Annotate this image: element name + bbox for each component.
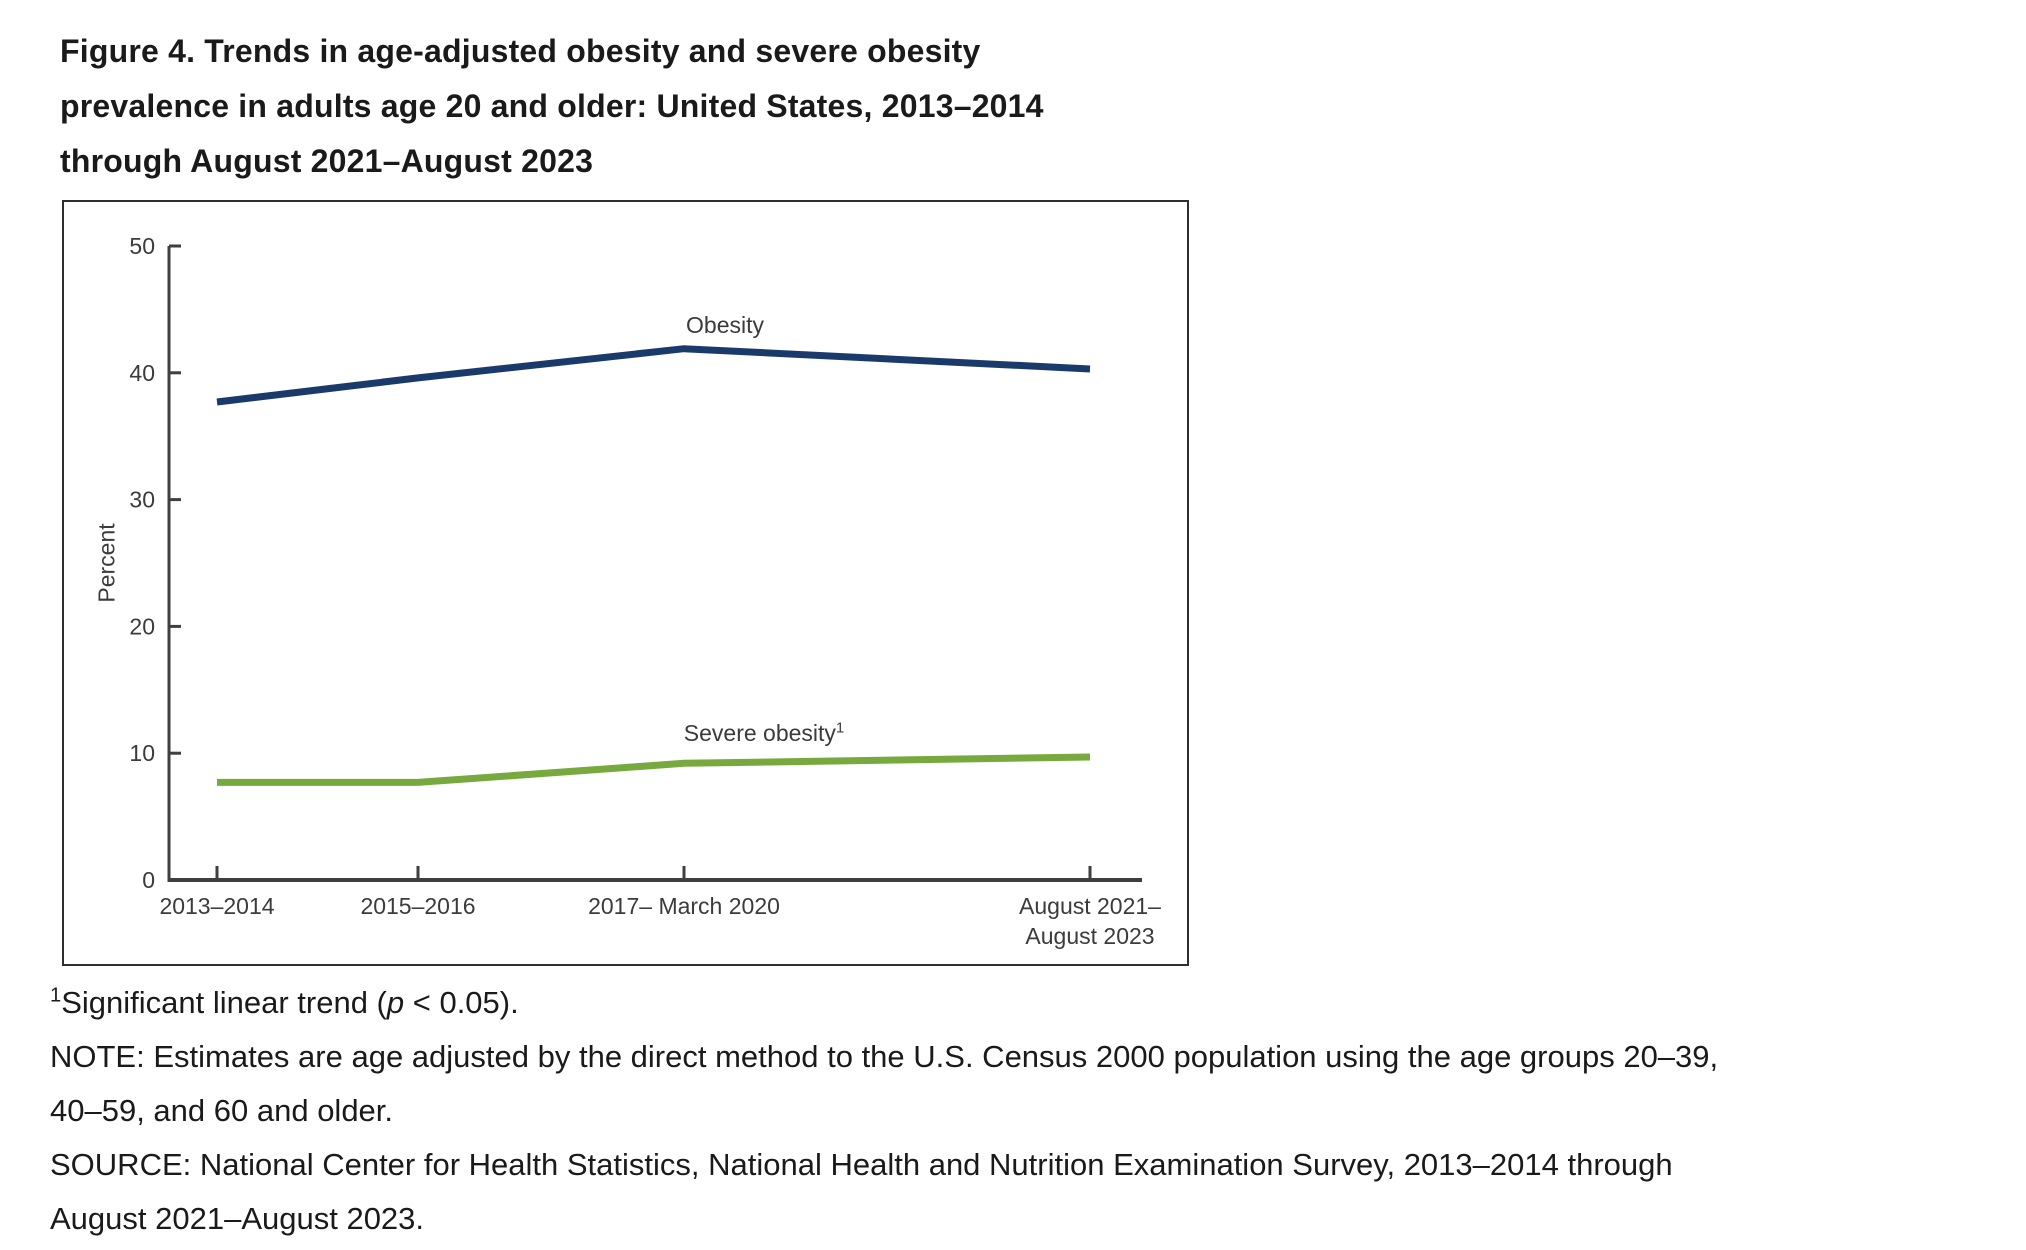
- y-tick-label: 10: [129, 740, 155, 766]
- x-tick-label: August 2021– August 2023: [1019, 893, 1161, 949]
- y-tick-label: 0: [142, 867, 155, 893]
- severe-obesity-line: [217, 753, 1091, 786]
- figure-title: Figure 4. Trends in age-adjusted obesity…: [60, 24, 1044, 189]
- severe-obesity-series-label: Severe obesity1: [684, 720, 844, 747]
- obesity-line: [216, 345, 1091, 406]
- source-line-1: SOURCE: National Center for Health Stati…: [50, 1147, 1673, 1182]
- footnote-p-italic: p: [386, 985, 405, 1020]
- severe-obesity-series-label-text: Severe obesity: [683, 720, 836, 746]
- y-tick-label: 20: [129, 613, 155, 639]
- note-line-2: 40–59, and 60 and older.: [50, 1093, 394, 1128]
- note-line-1: NOTE: Estimates are age adjusted by the …: [50, 1039, 1719, 1074]
- footnote-marker: 1: [50, 984, 62, 1007]
- trend-chart-canvas: 0 10 20 30 40 50 2013–2014 2015–2016 2017– March…: [129, 233, 1161, 949]
- figure-footnotes: 1Significant linear trend (p < 0.05). NO…: [50, 976, 2010, 1246]
- y-tick-label: 40: [129, 360, 155, 386]
- obesity-series-label-text: Obesity: [686, 312, 764, 338]
- figure-title-line-2: prevalence in adults age 20 and older: U…: [60, 88, 1044, 124]
- x-tick-label: 2015–2016: [360, 893, 475, 919]
- obesity-series-label: Obesity: [686, 312, 764, 339]
- y-tick-label: 50: [129, 233, 155, 259]
- severe-obesity-footnote-marker: 1: [835, 719, 845, 737]
- source-line-2: August 2021–August 2023.: [50, 1201, 425, 1236]
- figure-title-line-3: through August 2021–August 2023: [60, 143, 594, 179]
- footnote-significance: 1Significant linear trend (p < 0.05).: [50, 984, 519, 1020]
- figure-title-line-1: Figure 4. Trends in age-adjusted obesity…: [60, 33, 981, 69]
- y-axis-title: Percent: [93, 523, 120, 603]
- chart-frame: 0 10 20 30 40 50 2013–2014 2015–2016 2017– March…: [62, 200, 1189, 966]
- x-tick-label: 2013–2014: [159, 893, 274, 919]
- y-tick-label: 30: [129, 487, 155, 513]
- x-tick-label: 2017– March 2020: [588, 893, 780, 919]
